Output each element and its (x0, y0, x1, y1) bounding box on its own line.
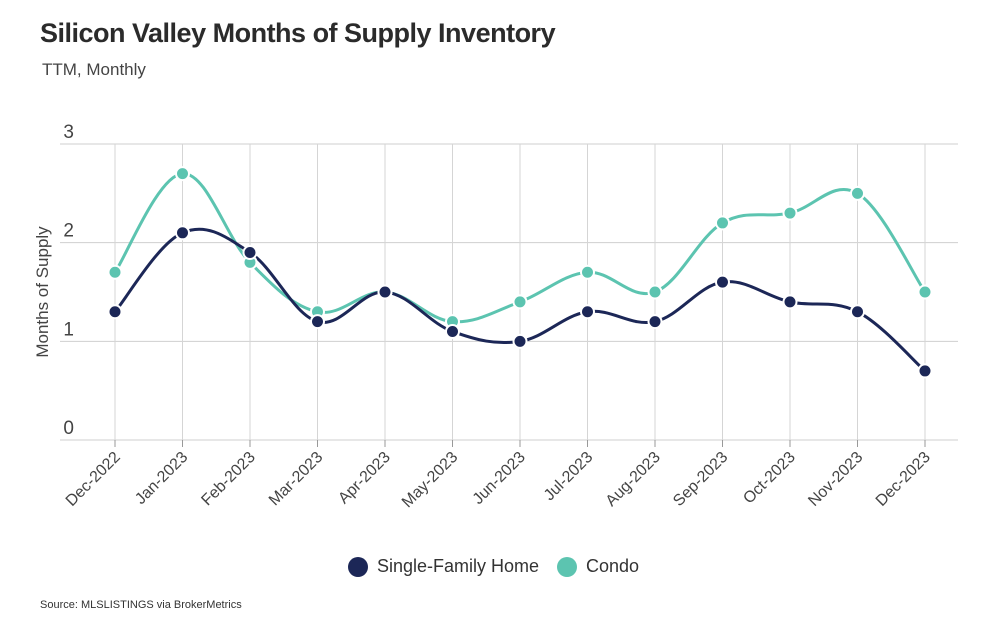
x-tick-label: May-2023 (399, 449, 461, 511)
x-tick-label: Aug-2023 (603, 449, 664, 510)
x-tick-label: Mar-2023 (266, 449, 327, 510)
data-point-single-family-home (647, 314, 663, 330)
data-point-single-family-home (512, 333, 528, 349)
data-point-condo (715, 215, 730, 231)
y-axis-label: Months of Supply (33, 226, 52, 358)
data-point-single-family-home (445, 323, 460, 339)
data-point-condo (175, 166, 190, 182)
legend-item-single-family-home: Single-Family Home (347, 556, 539, 577)
x-tick-label: Jan-2023 (132, 449, 191, 508)
data-point-single-family-home (377, 284, 393, 300)
x-tick-label: Oct-2023 (740, 449, 799, 508)
data-point-condo (917, 284, 933, 300)
source-note: Source: MLSLISTINGS via BrokerMetrics (40, 599, 242, 611)
data-point-single-family-home (850, 304, 865, 320)
data-point-condo (512, 294, 528, 310)
y-tick-label: 3 (63, 122, 74, 143)
x-tick-label: Jul-2023 (541, 449, 596, 504)
data-point-condo (107, 264, 123, 280)
data-point-condo (647, 284, 663, 300)
x-tick-label: Apr-2023 (335, 449, 394, 508)
data-point-condo (580, 264, 595, 280)
data-points (107, 166, 933, 379)
x-tick-label: Sep-2023 (670, 449, 731, 510)
data-point-condo (782, 205, 798, 221)
data-point-single-family-home (580, 304, 595, 320)
chart-subtitle: TTM, Monthly (42, 60, 146, 79)
gridlines (60, 143, 958, 441)
data-point-single-family-home (782, 294, 798, 310)
y-tick-label: 2 (63, 221, 74, 242)
data-point-single-family-home (242, 245, 258, 261)
data-point-condo (850, 185, 865, 201)
x-tick-label: Feb-2023 (198, 449, 259, 510)
data-point-single-family-home (917, 363, 933, 379)
data-point-single-family-home (107, 304, 123, 320)
data-point-single-family-home (715, 274, 730, 290)
legend-swatch-condo (557, 556, 577, 577)
legend-item-condo: Condo (557, 556, 639, 577)
data-point-single-family-home (175, 225, 190, 241)
chart-title: Silicon Valley Months of Supply Inventor… (40, 18, 556, 48)
legend-label-condo: Condo (586, 556, 640, 576)
x-tick-label: Jun-2023 (470, 449, 529, 508)
legend-swatch-single-family-home (347, 556, 368, 577)
legend-label-single-family-home: Single-Family Home (376, 556, 539, 576)
x-tick-label: Nov-2023 (805, 449, 866, 510)
y-tick-label: 1 (63, 319, 74, 340)
line-chart: 0 1 2 3 Dec-2022 Jan-2023 Feb-2023 Mar-2023 Apr-… (33, 122, 958, 511)
y-tick-label: 0 (63, 418, 74, 439)
legend: Single-Family Home Condo (0, 556, 987, 577)
data-point-single-family-home (310, 314, 325, 330)
x-tick-label: Dec-2022 (63, 449, 124, 510)
x-tick-label: Dec-2023 (873, 449, 934, 510)
